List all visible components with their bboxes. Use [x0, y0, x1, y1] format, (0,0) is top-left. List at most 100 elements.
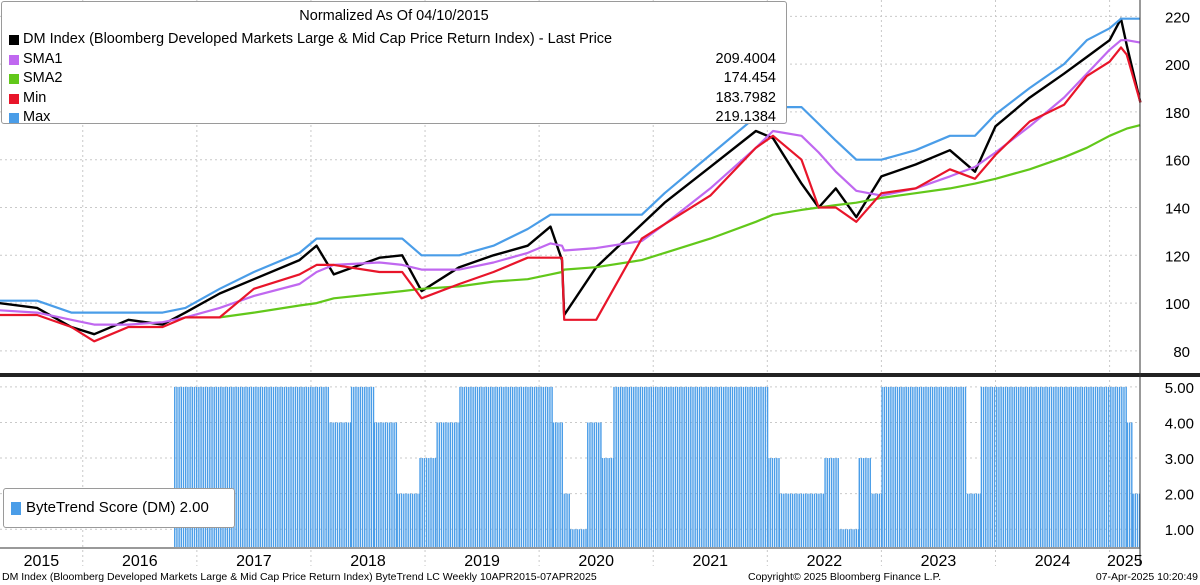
score-bar: [598, 422, 600, 547]
score-bar: [874, 493, 876, 547]
score-bar: [600, 422, 602, 547]
score-bar: [222, 386, 224, 547]
score-bar: [1081, 386, 1083, 547]
score-bar: [485, 386, 487, 547]
score-bar: [615, 386, 617, 547]
legend-value-min: 183.7982: [715, 90, 776, 106]
score-bar: [361, 386, 364, 547]
score-bar: [701, 386, 703, 547]
score-bar: [894, 386, 896, 547]
score-bar: [1072, 386, 1075, 547]
score-bar: [423, 458, 426, 547]
score-bar: [949, 386, 951, 547]
score-bar: [343, 422, 345, 547]
score-bar: [228, 386, 231, 547]
score-bar: [624, 386, 626, 547]
score-bar: [257, 386, 259, 547]
score-bar: [449, 422, 452, 547]
score-bar: [1131, 422, 1133, 547]
score-y-tick-label: 1.00: [1165, 522, 1194, 539]
score-bar: [604, 458, 606, 547]
score-bar: [350, 422, 352, 547]
score-bar: [672, 386, 674, 547]
score-bar: [180, 386, 183, 547]
score-bar: [559, 422, 561, 547]
score-bar: [463, 386, 466, 547]
score-bar: [389, 422, 391, 547]
score-bar: [896, 386, 899, 547]
score-bar: [668, 386, 670, 547]
score-bar: [1022, 386, 1024, 547]
score-bar: [303, 386, 305, 547]
score-bar: [690, 386, 692, 547]
score-bar: [239, 386, 242, 547]
score-bar: [235, 386, 237, 547]
score-bar: [626, 386, 628, 547]
score-bar: [1031, 386, 1033, 547]
score-bar: [938, 386, 940, 547]
y-tick-label: 80: [1173, 344, 1190, 361]
score-bar: [840, 529, 842, 547]
score-bar: [916, 386, 918, 547]
x-tick-label: 2020: [578, 553, 614, 570]
legend-label-last-price: DM Index (Bloomberg Developed Markets La…: [23, 31, 613, 47]
score-bar: [796, 493, 798, 547]
score-bar: [336, 422, 339, 547]
score-bar: [1044, 386, 1046, 547]
score-bar: [787, 493, 789, 547]
score-bar: [966, 493, 969, 547]
score-bar: [438, 422, 441, 547]
score-bar: [217, 386, 220, 547]
score-bar: [679, 386, 681, 547]
score-bar: [1088, 386, 1090, 547]
score-legend-box: ByteTrend Score (DM) 2.00: [3, 488, 235, 528]
score-bar: [980, 386, 983, 547]
score-bar: [224, 386, 226, 547]
score-bar: [705, 386, 707, 547]
score-bar: [1121, 386, 1123, 547]
score-bar: [246, 386, 248, 547]
score-bar: [261, 386, 264, 547]
score-bar: [366, 386, 368, 547]
score-bar: [776, 458, 778, 547]
score-bar: [635, 386, 637, 547]
score-bar: [716, 386, 718, 547]
legend-label-max: Max: [23, 109, 51, 125]
score-bar: [1017, 386, 1020, 547]
score-bar: [403, 493, 405, 547]
score-bar: [572, 529, 574, 547]
score-bar: [855, 529, 858, 547]
score-bar: [1096, 386, 1099, 547]
score-bar: [1002, 386, 1005, 547]
score-bar: [878, 493, 881, 547]
score-bar: [1103, 386, 1105, 547]
x-tick-label: 2025: [1107, 553, 1143, 570]
score-bar: [685, 386, 688, 547]
score-bar: [1128, 422, 1131, 547]
score-bar: [382, 422, 384, 547]
series-line-4: [0, 17, 1141, 314]
score-bar: [568, 493, 570, 547]
score-bar: [359, 386, 362, 547]
score-bar: [931, 386, 934, 547]
score-bar: [465, 386, 468, 547]
x-tick-label: 2018: [350, 553, 386, 570]
score-bar: [1013, 386, 1015, 547]
score-bar: [574, 529, 576, 547]
legend-swatch-sma2: [9, 74, 19, 84]
score-bar: [927, 386, 929, 547]
score-bar: [639, 386, 642, 547]
score-bar: [828, 458, 831, 547]
score-bar: [299, 386, 301, 547]
score-bar: [733, 386, 736, 547]
score-bar: [425, 458, 428, 547]
score-bar: [1083, 386, 1086, 547]
score-bar: [652, 386, 655, 547]
score-bar: [818, 493, 820, 547]
score-bar: [681, 386, 683, 547]
score-bar: [809, 493, 811, 547]
score-bar: [174, 386, 176, 547]
score-bar: [876, 493, 878, 547]
score-bar: [589, 422, 591, 547]
score-bar: [960, 386, 962, 547]
